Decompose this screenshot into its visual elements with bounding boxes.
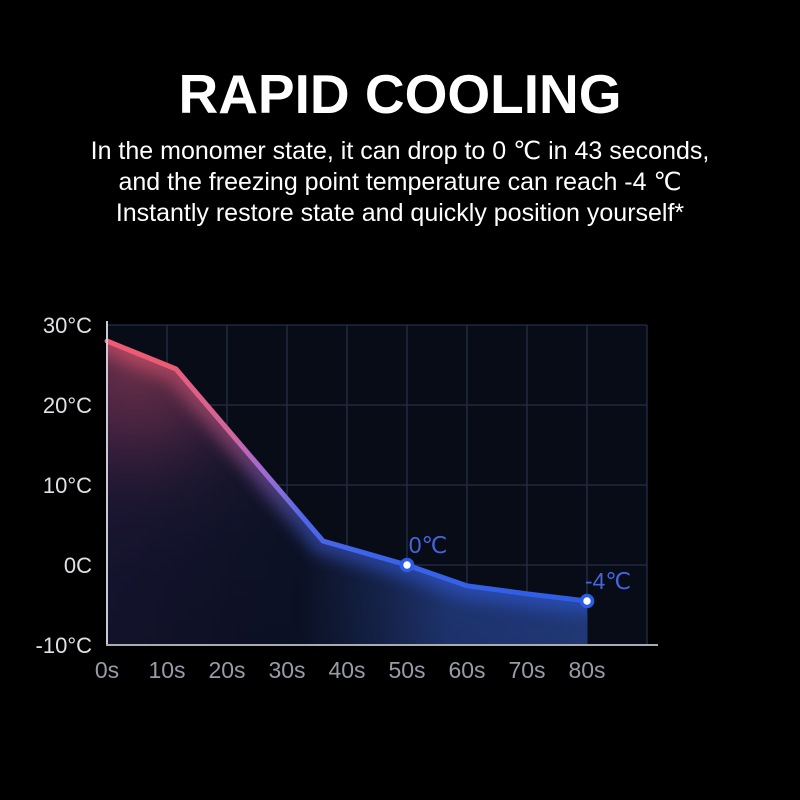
page-title: RAPID COOLING <box>178 63 622 125</box>
x-tick-label: 20s <box>208 657 245 683</box>
data-point-marker <box>399 557 415 573</box>
x-tick-label: 80s <box>568 657 605 683</box>
y-tick-label: 10°C <box>43 473 92 498</box>
annotation-label: -4℃ <box>585 568 631 594</box>
x-tick-label: 10s <box>148 657 185 683</box>
y-tick-label: 30°C <box>43 313 92 338</box>
x-tick-label: 30s <box>268 657 305 683</box>
x-tick-label: 50s <box>388 657 425 683</box>
y-tick-label: 20°C <box>43 393 92 418</box>
annotation-labels: 0℃ -4℃ <box>409 532 631 594</box>
x-tick-label: 40s <box>328 657 365 683</box>
subtitle-line-3: Instantly restore state and quickly posi… <box>115 199 685 227</box>
x-tick-label: 0s <box>95 657 119 683</box>
data-point-marker <box>579 593 595 609</box>
x-tick-labels: 0s 10s 20s 30s 40s 50s 60s 70s 80s <box>95 657 606 683</box>
x-tick-label: 70s <box>508 657 545 683</box>
subtitle-line-1: In the monomer state, it can drop to 0 ℃… <box>90 137 710 165</box>
data-markers <box>399 557 595 609</box>
x-tick-label: 60s <box>448 657 485 683</box>
subtitle-line-2: and the freezing point temperature can r… <box>118 168 682 196</box>
y-tick-label: 0C <box>64 553 92 578</box>
y-tick-labels: 30°C 20°C 10°C 0C -10°C <box>36 313 93 658</box>
area-fill <box>107 341 587 645</box>
subtitle: In the monomer state, it can drop to 0 ℃… <box>0 136 800 229</box>
y-tick-label: -10°C <box>36 633 93 658</box>
area-depth-fade <box>107 341 587 645</box>
annotation-label: 0℃ <box>409 532 448 558</box>
axes <box>106 321 658 646</box>
